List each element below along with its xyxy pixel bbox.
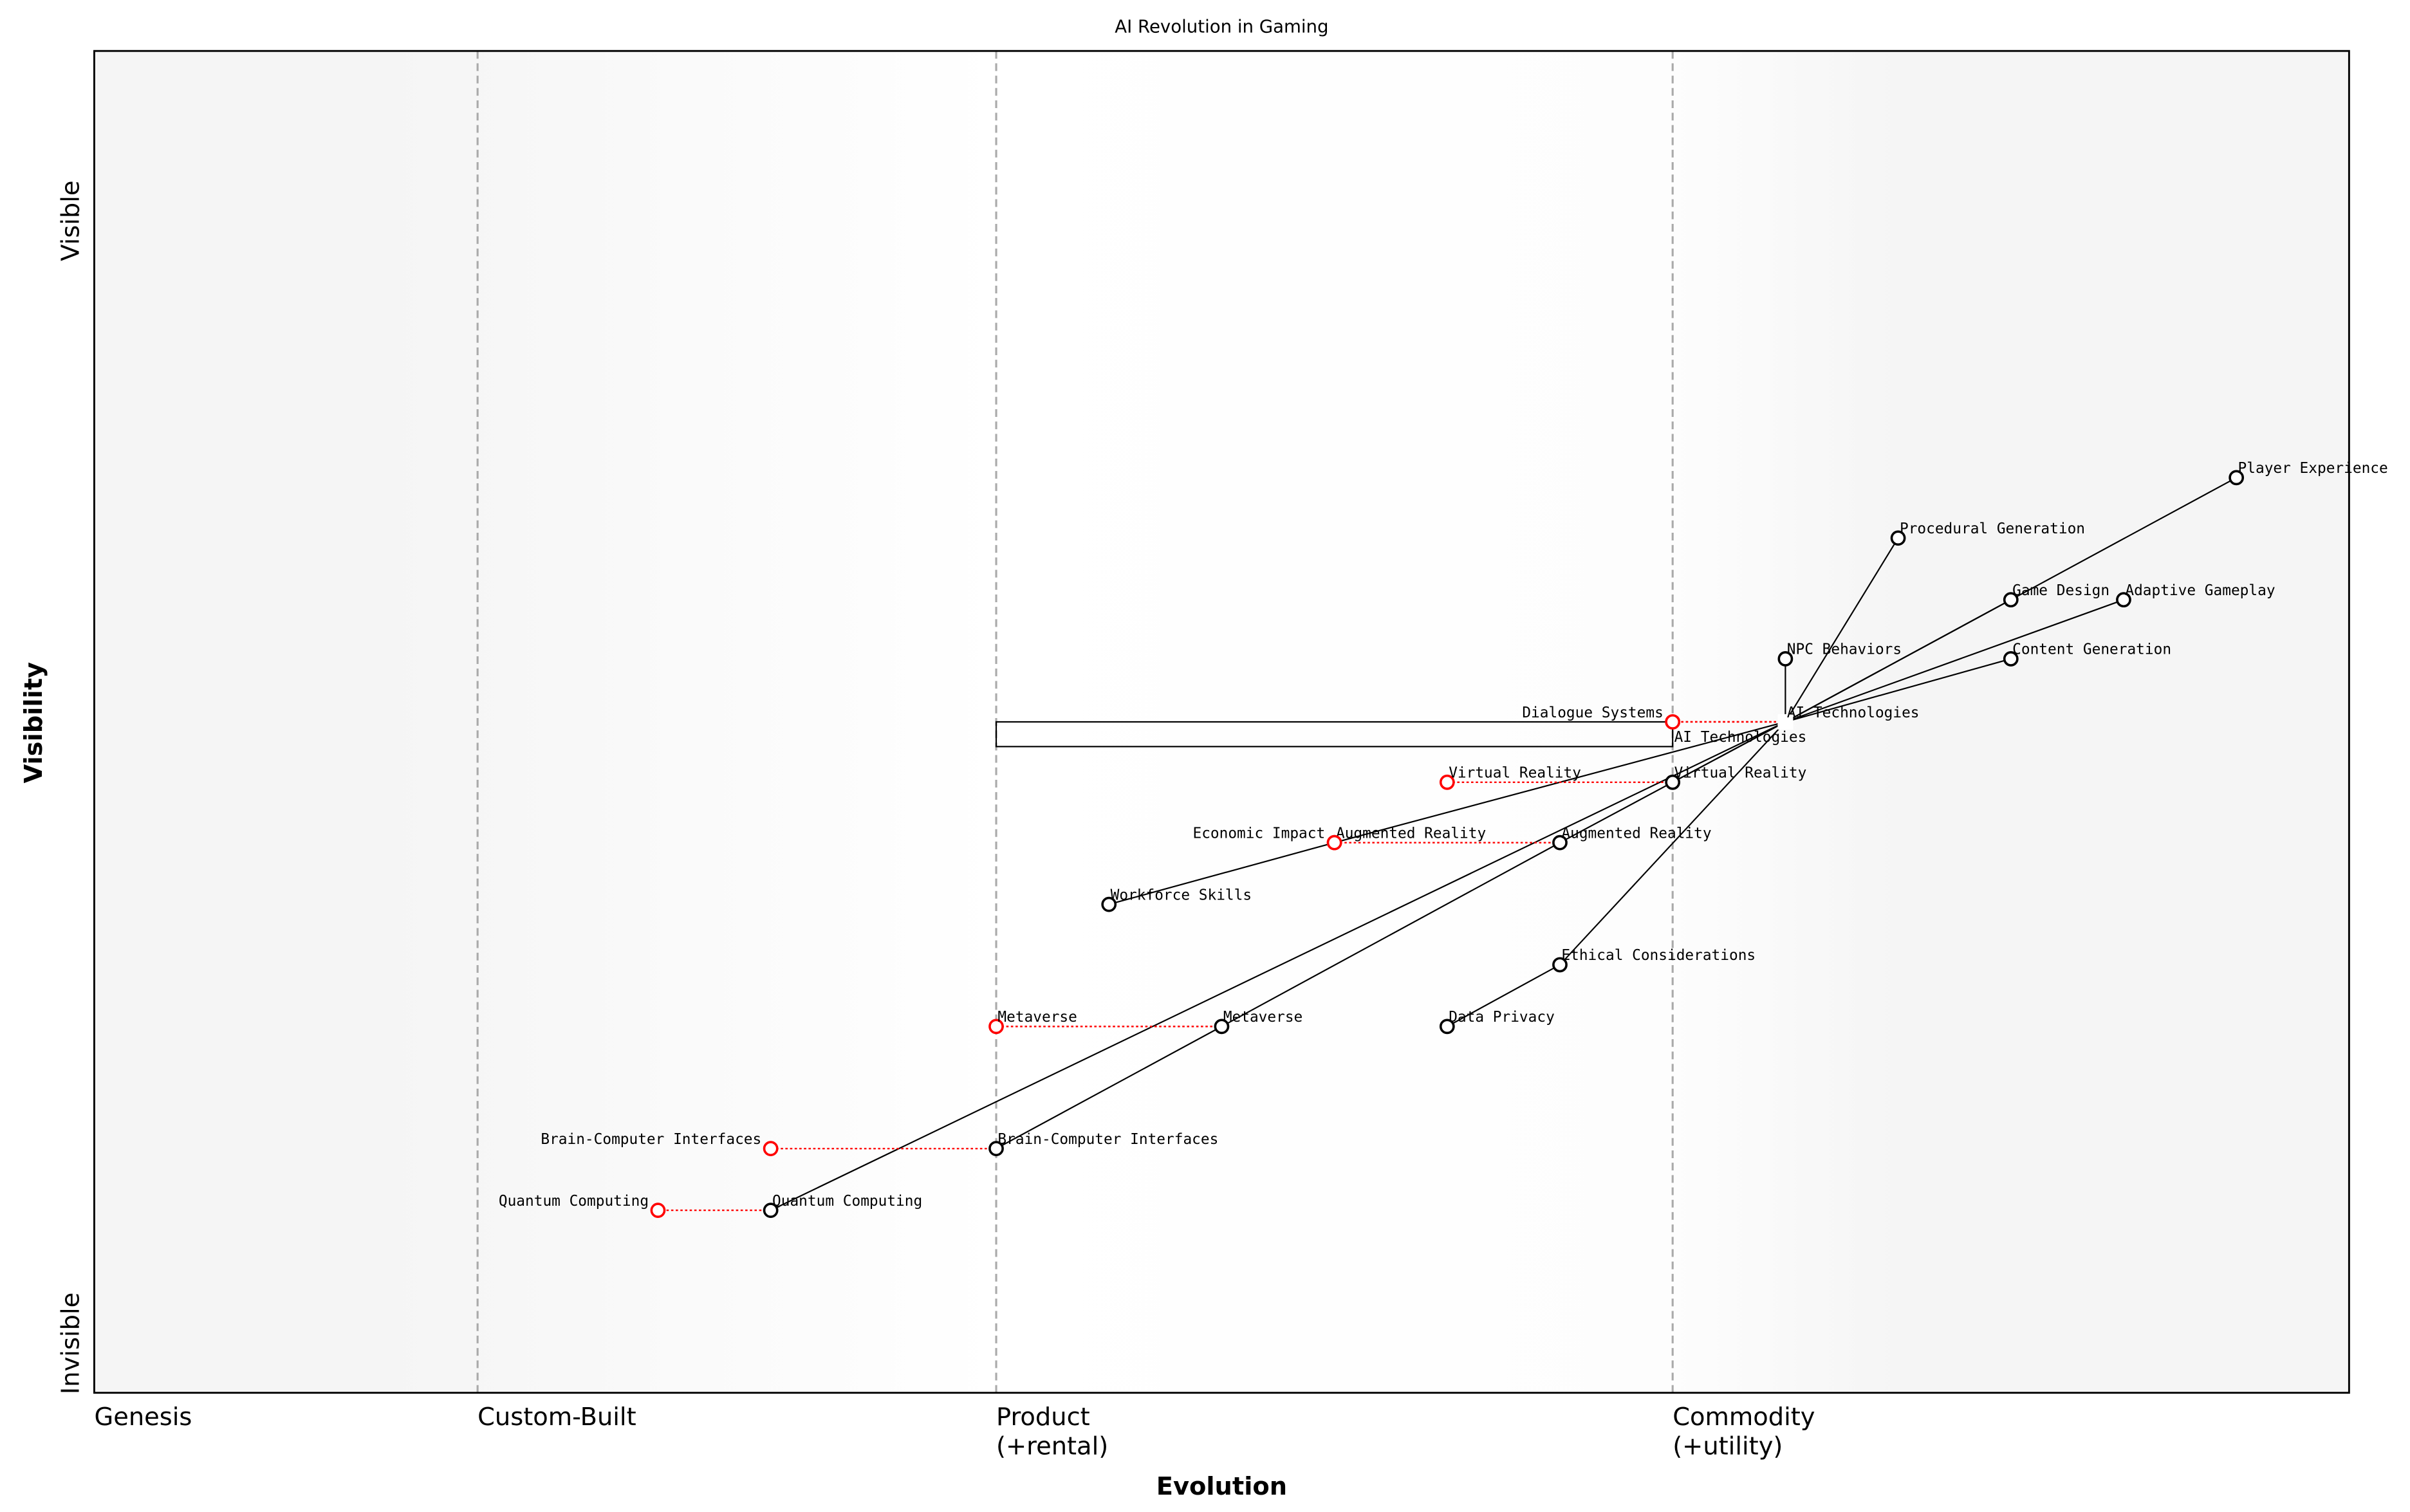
stage-label: Commodity (+utility): [1673, 1403, 1815, 1461]
component-label: Data Privacy: [1449, 1009, 1555, 1026]
component-marker: [988, 1141, 1004, 1157]
stage-label: Product (+rental): [996, 1403, 1108, 1461]
evolved-component-label: Metaverse: [997, 1009, 1077, 1026]
component-marker: [1101, 896, 1117, 912]
component-label: NPC Behaviors: [1787, 641, 1902, 658]
component-marker: [1665, 774, 1681, 790]
evolved-component-marker: [1665, 714, 1681, 730]
component-marker: [2116, 592, 2131, 608]
chart-title: AI Revolution in Gaming: [1115, 15, 1328, 37]
component-marker: [1890, 530, 1906, 546]
dependency-link: [770, 721, 1786, 1212]
dependency-link: [996, 1026, 1222, 1150]
component-label: Workforce Skills: [1111, 887, 1252, 903]
dependency-link: [1784, 599, 2012, 723]
evolved-component-label: Quantum Computing: [499, 1193, 649, 1210]
y-tick-invisible: Invisible: [56, 1293, 85, 1394]
component-marker: [2229, 470, 2245, 486]
dependency-link: [1785, 658, 2012, 723]
component-marker: [1439, 1019, 1455, 1035]
component-marker: [2003, 651, 2019, 667]
component-label: Metaverse: [1223, 1009, 1302, 1026]
component-label: Player Experience: [2238, 460, 2388, 477]
evolved-component-marker: [988, 1019, 1004, 1035]
component-marker: [1552, 834, 1568, 851]
dependency-link: [1785, 599, 2124, 723]
evolved-component-marker: [1326, 834, 1342, 851]
component-marker: [1777, 651, 1794, 667]
evolved-component-marker: [650, 1203, 666, 1218]
component-label: Procedural Generation: [1900, 521, 2085, 537]
component-marker: [763, 1203, 779, 1218]
evolved-component-label: Dialogue Systems: [1522, 705, 1663, 721]
dependency-link: [1784, 537, 1899, 723]
component-label: Virtual Reality: [1674, 765, 1807, 782]
pipeline: [995, 721, 1674, 748]
component-label: Adaptive Gameplay: [2125, 582, 2275, 599]
dependency-link: [1108, 842, 1335, 905]
stage-label: Custom-Built: [477, 1403, 636, 1432]
evolved-component-label: Virtual Reality: [1449, 765, 1581, 782]
component-marker: [2003, 592, 2019, 608]
dependency-link: [1221, 842, 1561, 1028]
evolved-component-label: Brain-Computer Interfaces: [541, 1131, 761, 1148]
plot-frame: [93, 50, 2350, 1394]
evolved-component-marker: [1439, 774, 1455, 790]
component-label: Quantum Computing: [772, 1193, 922, 1210]
evolved-component-label: Economic Impact: [1192, 825, 1325, 842]
component-marker: [1777, 714, 1794, 730]
component-label: Augmented Reality: [1561, 825, 1711, 842]
evolved-component-label: AI Technologies: [1674, 729, 1807, 746]
evolved-component-label: Augmented Reality: [1336, 825, 1486, 842]
component-label: Game Design: [2012, 582, 2109, 599]
component-marker: [1214, 1019, 1230, 1035]
x-axis-label: Evolution: [1156, 1472, 1287, 1501]
evolved-component-marker: [763, 1141, 779, 1157]
component-label: Ethical Considerations: [1561, 947, 1756, 964]
y-axis-label: Visibility: [19, 662, 48, 783]
stage-label: Genesis: [94, 1403, 192, 1432]
component-label: Brain-Computer Interfaces: [997, 1131, 1218, 1148]
component-marker: [1552, 957, 1568, 973]
dependency-link: [1447, 964, 1561, 1028]
component-label: AI Technologies: [1787, 705, 1920, 721]
y-tick-visible: Visible: [56, 181, 85, 261]
component-label: Content Generation: [2012, 641, 2171, 658]
dependency-link: [1559, 721, 1786, 966]
